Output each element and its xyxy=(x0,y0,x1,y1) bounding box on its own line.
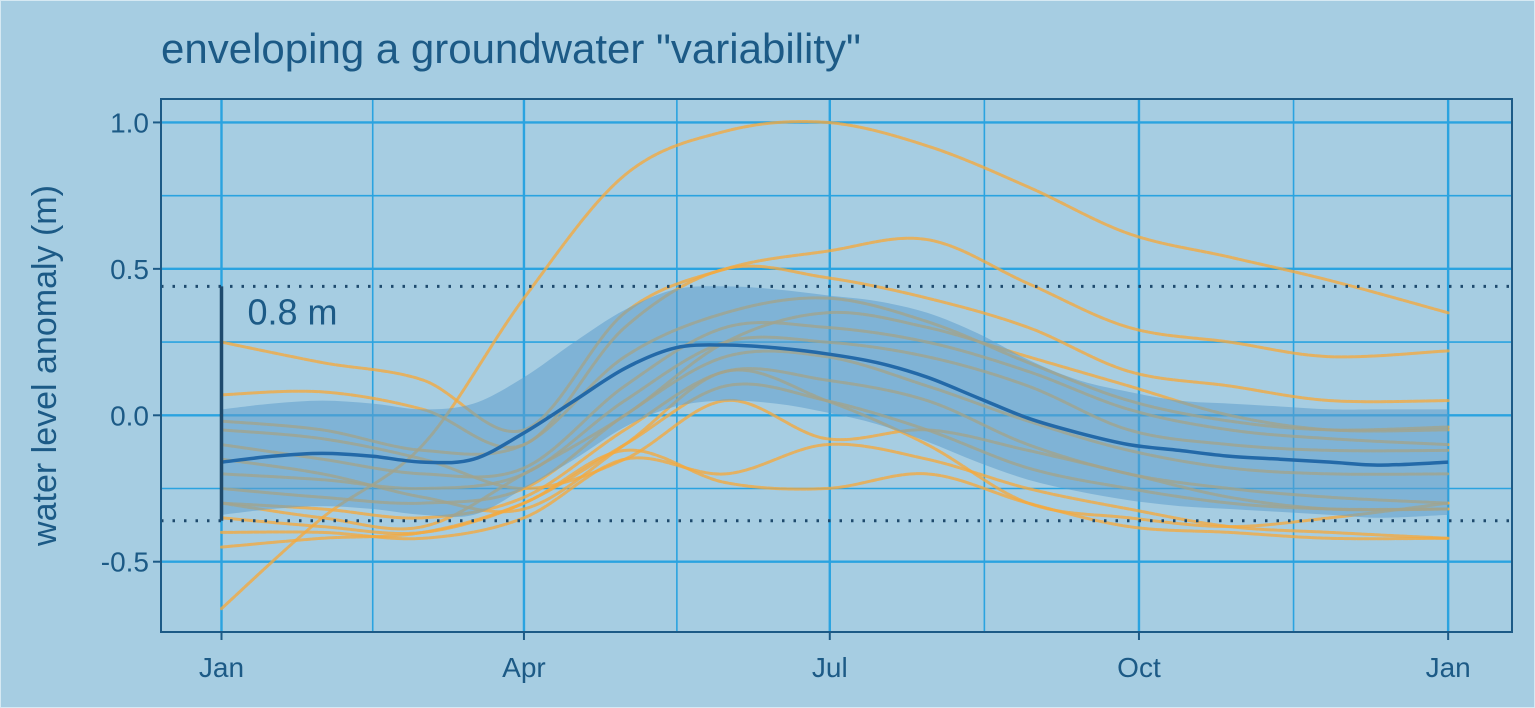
trace-line xyxy=(220,236,1450,434)
variability-band xyxy=(221,286,1449,518)
chart-title: enveloping a groundwater "variability" xyxy=(161,25,861,72)
x-tick-label: Oct xyxy=(1117,652,1161,683)
x-tick-label: Jul xyxy=(812,652,848,683)
y-axis-title: water level anomaly (m) xyxy=(26,185,64,547)
y-tick-label: 1.0 xyxy=(110,107,149,138)
x-tick-label: Jan xyxy=(1426,652,1471,683)
envelope-label: 0.8 m xyxy=(247,291,337,332)
x-tick-label: Apr xyxy=(502,652,546,683)
y-axis: 1.0 0.5 0.0 -0.5 xyxy=(101,107,161,578)
mean-line xyxy=(221,343,1449,467)
trace-line xyxy=(220,448,1450,549)
x-tick-label: Jan xyxy=(199,652,244,683)
x-axis: Jan Apr Jul Oct Jan xyxy=(199,632,1471,683)
envelope-annotation: 0.8 m xyxy=(161,284,1512,523)
y-tick-label: -0.5 xyxy=(101,547,149,578)
plot-panel: 0.8 m xyxy=(160,98,1513,633)
plot-border xyxy=(160,98,1513,633)
y-tick-label: 0.0 xyxy=(110,400,149,431)
y-tick-label: 0.5 xyxy=(110,254,149,285)
